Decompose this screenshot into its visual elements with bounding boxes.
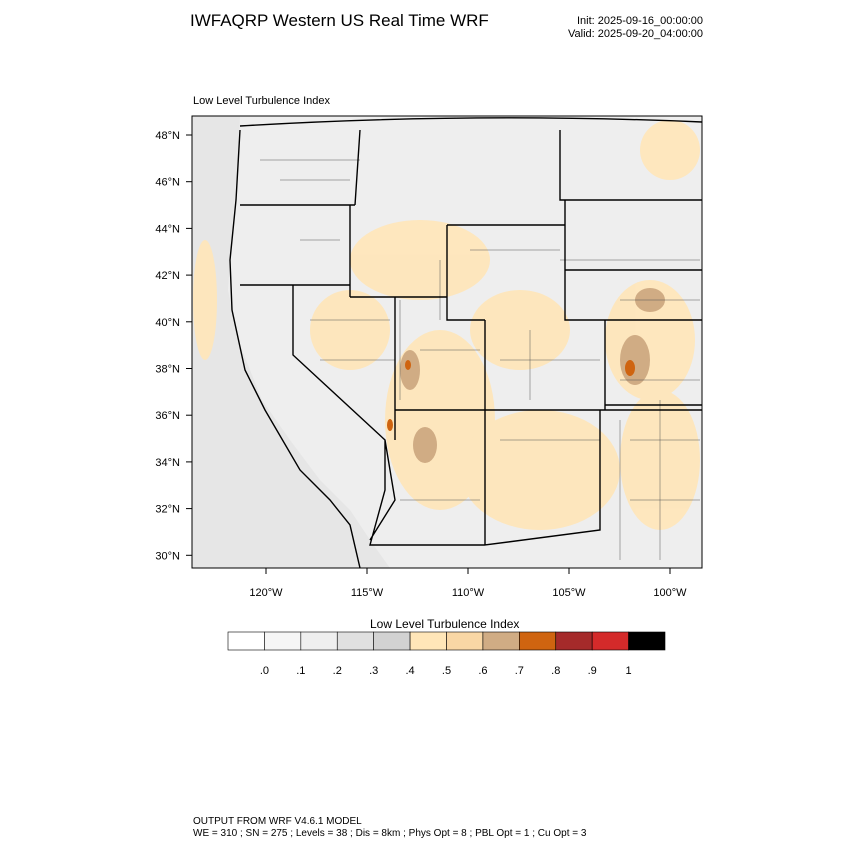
colorbar-label: .9 — [588, 665, 597, 677]
lat-label: 36°N — [155, 410, 180, 422]
colorbar-swatch — [555, 631, 593, 651]
lon-label: 105°W — [552, 587, 586, 599]
colorbar-label: .5 — [442, 665, 451, 677]
init-time: Init: 2025-09-16_00:00:00 — [577, 15, 703, 27]
footer-line: WE = 310 ; SN = 275 ; Levels = 38 ; Dis … — [193, 828, 587, 839]
lat-label: 42°N — [155, 270, 180, 282]
colorbar-swatch — [300, 631, 338, 651]
lat-label: 46°N — [155, 177, 180, 189]
valid-time: Valid: 2025-09-20_04:00:00 — [568, 28, 703, 40]
title: IWFAQRP Western US Real Time WRF — [190, 11, 489, 30]
colorbar-swatch — [519, 631, 557, 651]
lon-label: 120°W — [249, 587, 283, 599]
colorbar-title: Low Level Turbulence Index — [370, 617, 519, 631]
lat-label: 30°N — [155, 550, 180, 562]
colorbar-label: .7 — [515, 665, 524, 677]
lon-label: 100°W — [653, 587, 687, 599]
lat-label: 32°N — [155, 504, 180, 516]
footer-line: OUTPUT FROM WRF V4.6.1 MODEL — [193, 816, 362, 827]
colorbar-label: 1 — [626, 665, 632, 677]
colorbar-swatch — [446, 631, 484, 651]
turbulence-peak — [387, 360, 635, 431]
colorbar-swatch — [373, 631, 411, 651]
colorbar-label: .2 — [333, 665, 342, 677]
lat-label: 48°N — [155, 130, 180, 142]
colorbar-label: .0 — [260, 665, 269, 677]
lon-label: 110°W — [452, 587, 485, 599]
map-subtitle: Low Level Turbulence Index — [193, 95, 330, 107]
colorbar-swatch — [409, 631, 447, 651]
lat-label: 44°N — [155, 223, 180, 235]
colorbar-label: .4 — [405, 665, 414, 677]
turbulence-areas — [193, 120, 700, 530]
colorbar-swatch — [628, 631, 666, 651]
colorbar-label: .8 — [551, 665, 560, 677]
map — [191, 115, 703, 569]
colorbar-label: .6 — [478, 665, 487, 677]
colorbar-swatch — [336, 631, 374, 651]
lat-label: 38°N — [155, 364, 180, 376]
lat-label: 34°N — [155, 457, 180, 469]
lat-label: 40°N — [155, 317, 180, 329]
colorbar-swatch — [227, 631, 265, 651]
colorbar-swatch — [264, 631, 302, 651]
lon-label: 115°W — [351, 587, 384, 599]
map-frame — [191, 115, 703, 569]
colorbar-label: .3 — [369, 665, 378, 677]
colorbar-label: .1 — [296, 665, 305, 677]
colorbar-swatch — [591, 631, 629, 651]
colorbar-swatch — [482, 631, 520, 651]
